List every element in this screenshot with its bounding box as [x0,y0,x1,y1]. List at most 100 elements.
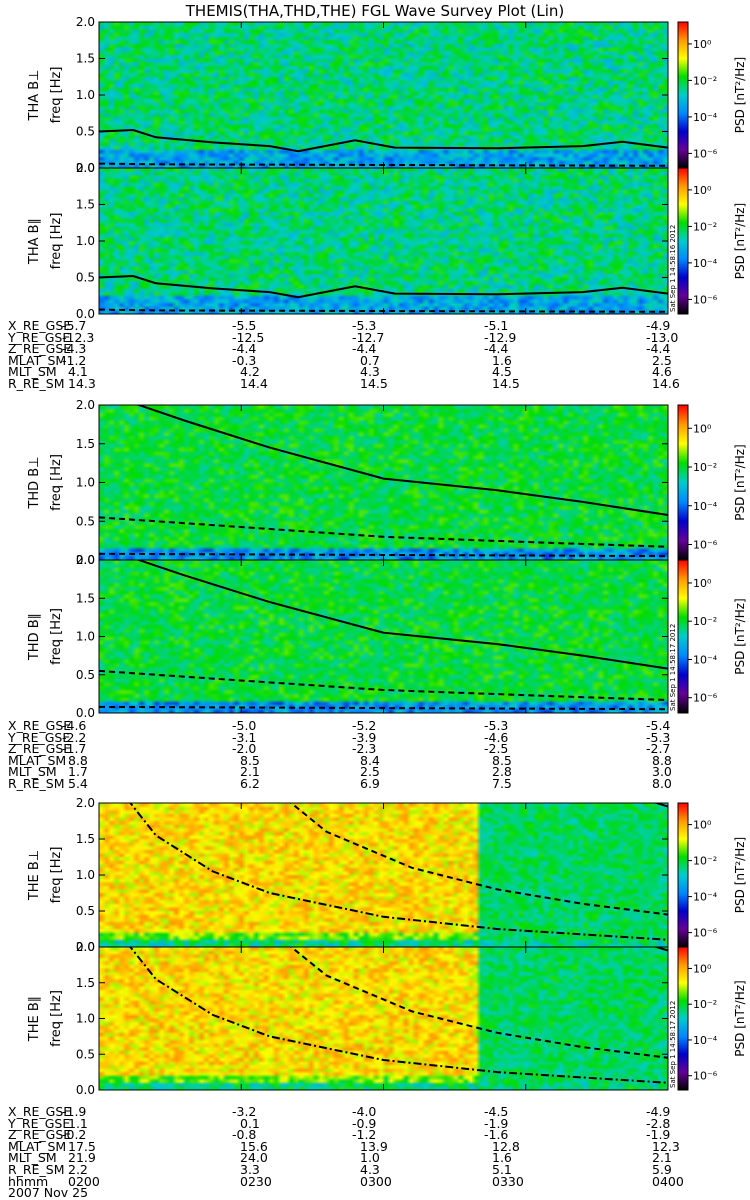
ephemeris-row: R_RE_SM 14.3 14.4 14.5 14.5 14.6 [8,375,698,391]
y-tick-label: 1.5 [76,591,95,605]
colorbar-label: PSD [nT²/Hz] [733,444,747,520]
ephemeris-label: MLT_SM [8,764,57,780]
ephemeris-value: 3.3 [240,1161,260,1177]
panel-thd-perp: 0.0 0.5 1.0 1.5 2.0 THD B⊥ freq [Hz] 10⁰ 10⁻² 10⁻… [27,398,747,567]
ephemeris-value: -4.3 [62,341,87,357]
ephemeris-value: 14.5 [492,375,520,391]
ephemeris-label: Z_RE_GSE [8,341,72,357]
y-tick-label: 1.5 [76,437,95,451]
ephemeris-value: 8.8 [652,752,672,768]
y-axis-unit: freq [Hz] [49,213,64,270]
ephemeris-label: MLT_SM [8,364,57,380]
y-axis-label: THA B∥ [27,218,42,265]
ephemeris-value: 2.5 [652,352,672,368]
y-tick-label: 1.0 [76,476,95,490]
ephemeris-label: hhmm [8,1173,49,1189]
ephemeris-value: -2.7 [646,741,671,757]
colorbar [677,404,689,561]
ephemeris-value: -4.4 [646,341,671,357]
panel-the-par: 0.0 0.5 1.0 1.5 2.0 THE B∥ freq [Hz] 10⁰ 10⁻² 10⁻… [27,940,747,1097]
ephemeris-label: MLAT_SM [8,1138,67,1154]
ephemeris-row: Z_RE_GSE -0.2 -0.8 -1.2 -1.6 -1.9 [8,1129,698,1141]
ephemeris-row: R_RE_SM 2.2 3.3 4.3 5.1 5.9 [8,1161,698,1177]
colorbar-tick-label: 10⁻⁶ [693,927,718,940]
y-tick-label: 1.0 [76,234,95,248]
ephemeris-value: -0.2 [62,1127,87,1143]
heatmap-thd-par [99,560,668,713]
heatmap-tha-perp [99,22,668,168]
ephemeris-value: 14.5 [360,375,388,391]
colorbar [677,21,689,169]
y-axis-unit: freq [Hz] [49,990,64,1047]
ephemeris-value: -1.9 [484,1115,509,1131]
colorbar-tick-label: 10⁰ [693,819,712,832]
ephemeris-value: 0400 [652,1173,684,1189]
ephemeris-row: MLAT_SM 8.8 8.5 8.4 8.5 8.8 [8,752,698,768]
ephemeris-row: MLT_SM 4.1 4.2 4.3 4.5 4.6 [8,366,698,378]
y-axis-label: THE B⊥ [27,850,42,901]
colorbar-tick-label: 10⁻² [693,220,717,233]
ephemeris-value: 0300 [360,1173,392,1189]
colorbar-tick-label: 10⁻⁴ [693,1034,718,1047]
y-tick-label: 0.0 [76,307,95,321]
colorbar-label: PSD [nT²/Hz] [733,980,747,1056]
ephemeris-value: 0.1 [240,1115,260,1131]
y-tick-label: 1.5 [76,832,95,846]
panel-tha-perp: 0.0 0.5 1.0 1.5 2.0 THA B⊥ freq [Hz] 10⁰ 10⁻² 10⁻… [27,15,747,175]
solid-curve-the-par [653,947,668,952]
ephemeris-label: R_RE_SM [8,775,65,791]
ephemeris-value: 2.1 [652,1150,672,1166]
ephemeris-value: 13.9 [360,1138,388,1154]
ephemeris-value: 0.7 [360,352,380,368]
y-tick-label: 1.0 [76,88,95,102]
colorbar-tick-label: 10⁻⁶ [693,293,718,306]
solid-curve-thd-perp [135,405,668,516]
ephemeris-value: 8.8 [68,752,88,768]
ephemeris-value: 0230 [240,1173,272,1189]
dashdot-curve-the-perp [129,803,668,941]
ephemeris-value: 14.3 [68,375,96,391]
y-tick-label: 0.5 [76,514,95,528]
colorbar-tick-label: 10⁻² [693,461,717,474]
ephemeris-row: X_RE_GSE -1.9 -3.2 -4.0 -4.5 -4.9 [8,1104,698,1119]
ephemeris-value: -2.3 [352,741,377,757]
y-tick-label: 1.5 [76,976,95,990]
ephemeris-value: 1.6 [492,1150,512,1166]
ephemeris-value: -4.4 [232,341,257,357]
y-tick-label: 2.0 [76,940,95,954]
ephemeris-label: MLAT_SM [8,352,67,368]
ephemeris-row: X_RE_GSE -4.6 -5.0 -5.2 -5.3 -5.4 [8,718,698,733]
dashed-curve-the-perp [289,803,668,916]
ephemeris-value: -4.4 [484,341,509,357]
colorbar-tick-label: 10⁻⁴ [693,257,718,270]
heatmap-the-perp [99,803,668,947]
solid-curve-tha-perp [99,128,668,153]
ephemeris-label: MLAT_SM [8,752,67,768]
dashdot-curve-the-par [129,947,668,1084]
colorbar [677,559,689,714]
dashed-curve-thd-perp [99,516,668,548]
ephemeris-value: 2.2 [68,1161,88,1177]
ephemeris-value: -4.0 [352,1104,377,1119]
ephemeris-value: -5.0 [232,718,257,733]
ephemeris-value: 0330 [492,1173,524,1189]
y-tick-label: 0.0 [76,1083,95,1097]
colorbar-tick-label: 10⁰ [693,38,712,51]
ephemeris-row: MLT_SM 21.9 24.0 1.0 1.6 2.1 [8,1152,698,1164]
ephemeris-value: -4.6 [62,718,87,733]
ephemeris-value: -4.9 [646,318,671,333]
ephemeris-label: Z_RE_GSE [8,741,72,757]
ephemeris-value: 8.5 [492,752,512,768]
ephemeris-value: -4.6 [484,729,509,745]
y-axis-label: THD B∥ [27,613,42,661]
ephemeris-value: 1.1 [68,1115,88,1131]
ephemeris-value: -3.1 [232,729,257,745]
colorbar-label: PSD [nT²/Hz] [733,837,747,913]
colorbar-tick-label: 10⁻⁶ [693,539,718,552]
y-tick-label: 0.0 [76,706,95,720]
ephemeris-value: 1.0 [360,1150,380,1166]
ephemeris-row: X_RE_GSE -5.7 -5.5 -5.3 -5.1 -4.9 [8,318,698,333]
y-axis-unit: freq [Hz] [49,454,64,511]
y-axis-unit: freq [Hz] [49,847,64,904]
ephemeris-value: 21.9 [68,1150,96,1166]
